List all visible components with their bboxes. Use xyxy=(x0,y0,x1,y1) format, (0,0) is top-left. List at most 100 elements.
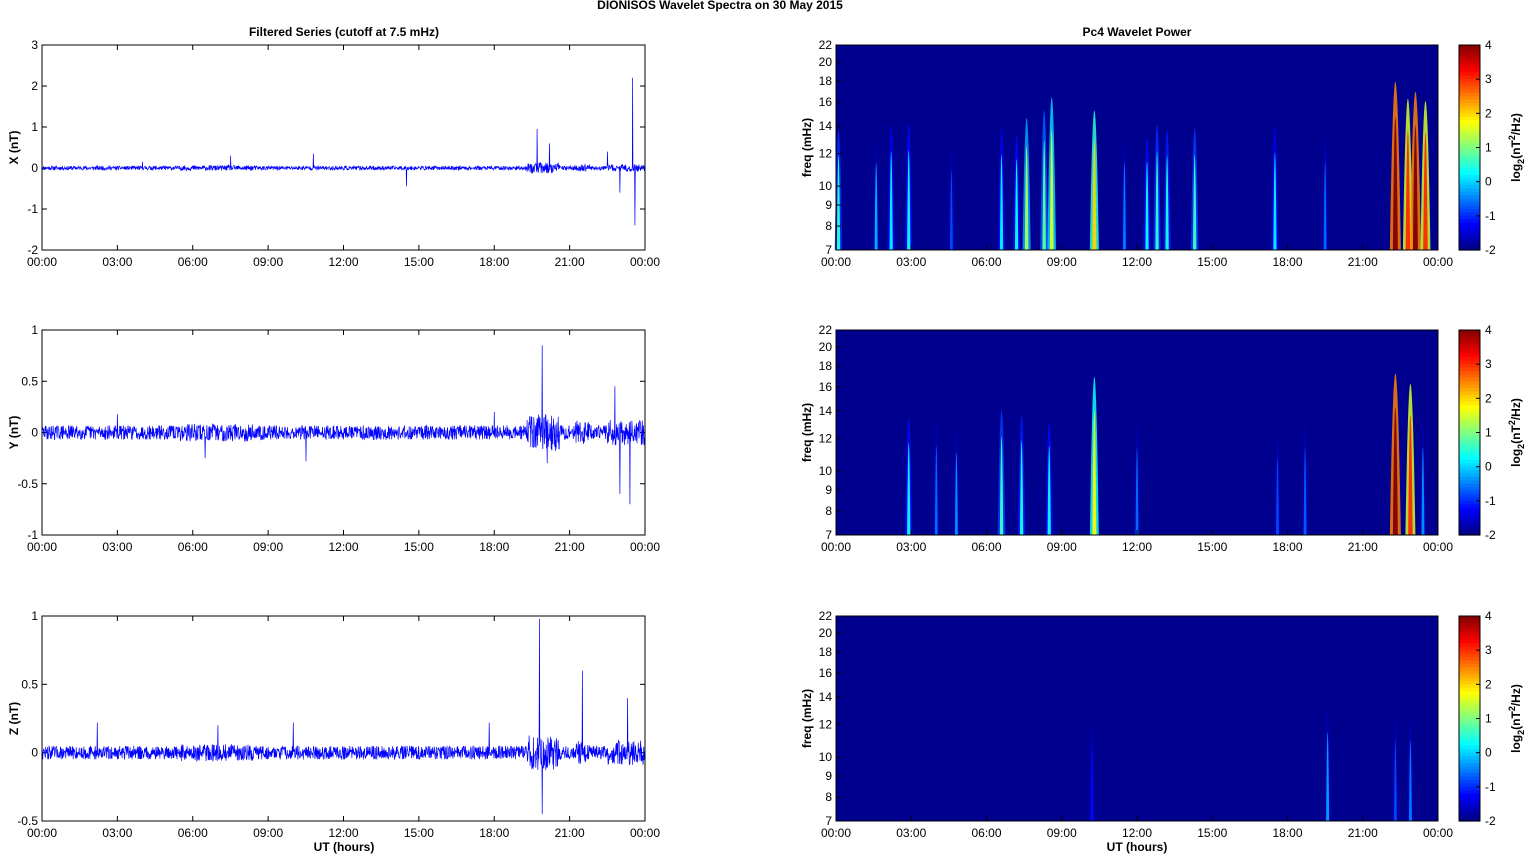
power-burst-core xyxy=(1405,130,1411,250)
x-tick-label: 00:00 xyxy=(821,255,851,269)
colorbar-step xyxy=(1459,463,1480,468)
y-axis-label: freq (mHz) xyxy=(800,403,814,462)
colorbar-step xyxy=(1459,473,1480,478)
x-tick-label: 09:00 xyxy=(1047,255,1077,269)
x-tick-label: 00:00 xyxy=(1423,255,1453,269)
colorbar-tick-label: 4 xyxy=(1485,609,1492,623)
right-column-title: Pc4 Wavelet Power xyxy=(1083,25,1192,39)
colorbar-step xyxy=(1459,783,1480,788)
colorbar-step xyxy=(1459,504,1480,509)
colorbar-step xyxy=(1459,663,1480,668)
y-tick-label: 10 xyxy=(819,179,833,193)
power-burst-core xyxy=(949,170,953,250)
colorbar-step xyxy=(1459,684,1480,689)
colorbar-step xyxy=(1459,466,1480,471)
colorbar-step xyxy=(1459,528,1480,533)
colorbar-step xyxy=(1459,377,1480,382)
colorbar-step xyxy=(1459,626,1480,631)
colorbar-step xyxy=(1459,487,1480,492)
colorbar-step xyxy=(1459,715,1480,720)
power-burst-core xyxy=(1323,160,1327,250)
x-tick-label: 03:00 xyxy=(896,826,926,840)
colorbar-step xyxy=(1459,336,1480,341)
colorbar-step xyxy=(1459,708,1480,713)
colorbar-step xyxy=(1459,79,1480,84)
colorbar-step xyxy=(1459,517,1480,522)
y-tick-label: -2 xyxy=(27,243,38,257)
colorbar-step xyxy=(1459,657,1480,662)
colorbar-step xyxy=(1459,350,1480,355)
power-burst-core xyxy=(1019,440,1024,535)
colorbar-step xyxy=(1459,429,1480,434)
colorbar-tick-label: 4 xyxy=(1485,38,1492,52)
colorbar-step xyxy=(1459,636,1480,641)
y-tick-label: 0.5 xyxy=(21,374,38,388)
colorbar-step xyxy=(1459,660,1480,665)
colorbar-step xyxy=(1459,418,1480,423)
plot-frame xyxy=(41,44,646,251)
colorbar-step xyxy=(1459,72,1480,77)
colorbar-step xyxy=(1459,725,1480,730)
y-tick-label: 0 xyxy=(31,426,38,440)
power-burst-core xyxy=(954,452,958,535)
power-burst-core xyxy=(1393,740,1397,821)
power-burst-core xyxy=(1042,139,1046,250)
colorbar-step xyxy=(1459,86,1480,91)
power-burst-core xyxy=(1423,132,1428,250)
power-burst-core xyxy=(1145,161,1149,250)
colorbar-step xyxy=(1459,62,1480,67)
colorbar-step xyxy=(1459,749,1480,754)
colorbar-step xyxy=(1459,391,1480,396)
colorbar-step xyxy=(1459,425,1480,430)
colorbar-step xyxy=(1459,786,1480,791)
colorbar-step xyxy=(1459,82,1480,87)
y-tick-label: 16 xyxy=(819,666,833,680)
timeseries-panel-y: 10.50-0.5-100:00 03:00 06:00 09:00 12:00 15:0… xyxy=(7,323,660,554)
colorbar-tick-label: -1 xyxy=(1485,494,1496,508)
colorbar-step xyxy=(1459,521,1480,526)
colorbar-step xyxy=(1459,691,1480,696)
x-tick-label: 12:00 xyxy=(1122,255,1152,269)
colorbar-tick-label: 1 xyxy=(1485,141,1492,155)
colorbar-step xyxy=(1459,243,1480,248)
colorbar-step xyxy=(1459,133,1480,138)
colorbar-step xyxy=(1459,357,1480,362)
power-burst-core xyxy=(1049,129,1054,250)
power-burst-core xyxy=(1326,731,1330,821)
colorbar-step xyxy=(1459,174,1480,179)
colorbar-tick-label: 2 xyxy=(1485,106,1492,120)
colorbar-tick-label: 0 xyxy=(1485,175,1492,189)
colorbar-step xyxy=(1459,619,1480,624)
colorbar-step xyxy=(1459,120,1480,125)
x-tick-label: 21:00 xyxy=(1348,826,1378,840)
colorbar-step xyxy=(1459,229,1480,234)
colorbar-step xyxy=(1459,453,1480,458)
colorbar-label: log2(nT2/Hz) xyxy=(1507,398,1525,467)
power-burst-core xyxy=(1090,746,1094,821)
plot-border xyxy=(835,44,1439,251)
colorbar-tick-label: 1 xyxy=(1485,426,1492,440)
y-tick-label: 20 xyxy=(819,626,833,640)
y-tick-label: 16 xyxy=(819,95,833,109)
colorbar-step xyxy=(1459,687,1480,692)
power-burst-core xyxy=(1155,151,1159,250)
colorbar-step xyxy=(1459,459,1480,464)
colorbar-step xyxy=(1459,500,1480,505)
colorbar-step xyxy=(1459,745,1480,750)
x-tick-label: 03:00 xyxy=(102,255,132,269)
figure-title: DIONISOS Wavelet Spectra on 30 May 2015 xyxy=(597,0,843,12)
x-tick-label: 03:00 xyxy=(896,255,926,269)
power-burst-core xyxy=(1392,117,1398,250)
colorbar-step xyxy=(1459,48,1480,53)
colorbar-step xyxy=(1459,718,1480,723)
x-tick-label: 18:00 xyxy=(1272,540,1302,554)
y-tick-label: 10 xyxy=(819,750,833,764)
colorbar-step xyxy=(1459,803,1480,808)
colorbar-step xyxy=(1459,643,1480,648)
colorbar-tick-label: 3 xyxy=(1485,357,1492,371)
colorbar-step xyxy=(1459,756,1480,761)
colorbar-step xyxy=(1459,113,1480,118)
x-tick-label: 12:00 xyxy=(328,255,358,269)
